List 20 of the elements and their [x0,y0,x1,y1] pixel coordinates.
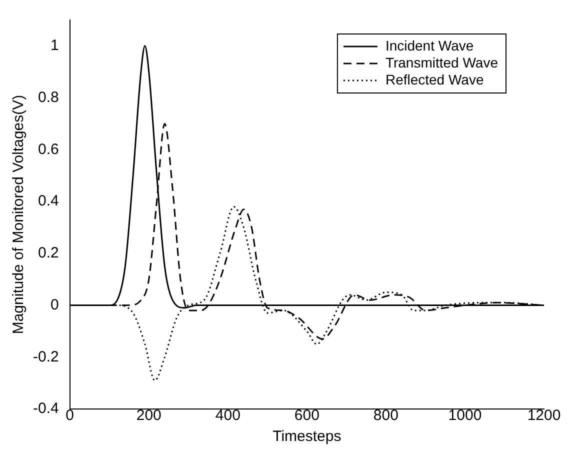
y-tick-label: 0 [50,296,59,314]
legend-label: Transmitted Wave [385,54,498,70]
x-tick-label: 400 [215,407,240,424]
x-tick-label: 0 [66,407,74,424]
x-tick-label: 600 [294,407,320,424]
y-tick-label: -0.2 [32,348,59,366]
y-tick-label: -0.4 [32,400,59,418]
x-tick-label: 200 [136,407,162,424]
y-tick-label: 0.8 [38,88,59,106]
y-tick-label: 0.2 [38,244,59,262]
x-tick-label: 1200 [527,407,561,424]
x-tick-label: 1000 [448,407,482,424]
legend-label: Reflected Wave [385,71,484,88]
y-tick-label: 1 [50,37,59,54]
legend-label: Incident Wave [385,37,474,54]
y-tick-label: 0.4 [38,192,59,210]
x-tick-label: 800 [373,407,398,424]
y-axis-title: Magnitude of Monitored Voltages(V) [10,94,28,334]
x-axis-title: Timesteps [272,428,342,446]
y-tick-label: 0.6 [38,140,59,158]
